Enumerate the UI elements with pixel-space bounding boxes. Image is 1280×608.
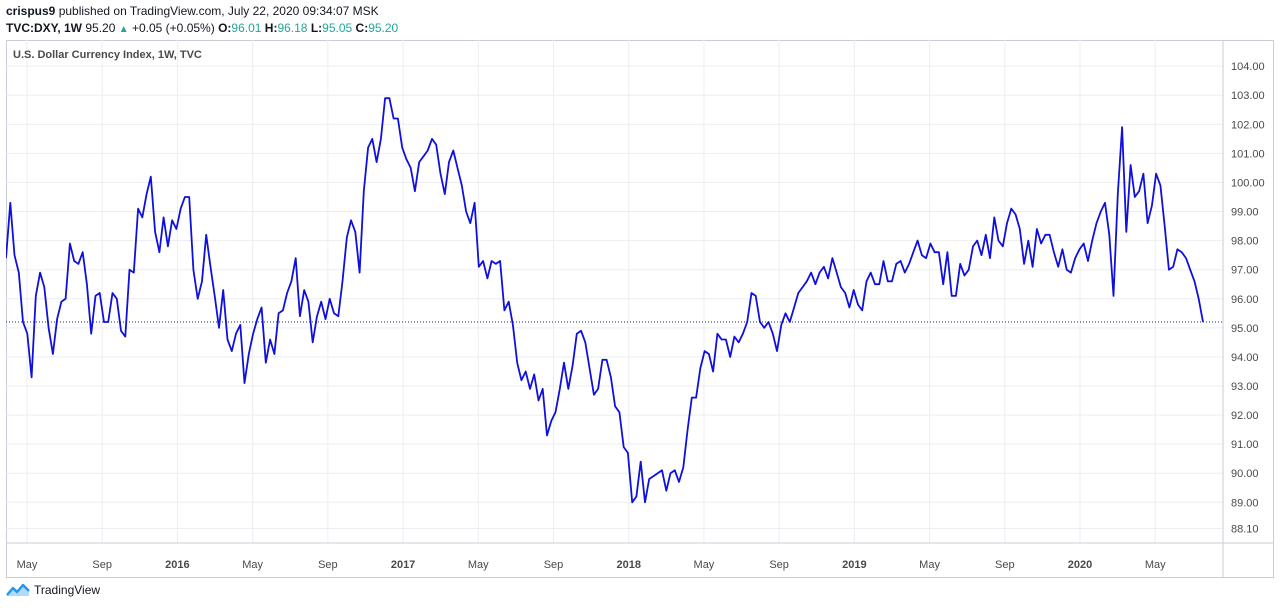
- x-tick-label: Sep: [92, 559, 112, 571]
- chart-title: U.S. Dollar Currency Index, 1W, TVC: [13, 49, 202, 61]
- publish-info: published on TradingView.com, July 22, 2…: [58, 4, 379, 18]
- y-tick-label: 96.00: [1231, 294, 1259, 306]
- x-tick-label: 2016: [165, 559, 189, 571]
- x-tick-label: Sep: [995, 559, 1015, 571]
- x-tick-label: May: [17, 559, 38, 571]
- symbol-label[interactable]: TVC:DXY, 1W: [6, 21, 83, 35]
- y-tick-label: 94.00: [1231, 352, 1259, 364]
- x-tick-label: 2019: [842, 559, 866, 571]
- up-arrow-icon: ▲: [118, 24, 129, 35]
- author-name[interactable]: crispus9: [6, 4, 56, 18]
- publish-line: crispus9 published on TradingView.com, J…: [6, 3, 398, 20]
- high-label: H:: [264, 21, 278, 35]
- tradingview-brand[interactable]: TradingView: [34, 583, 101, 597]
- y-tick-label: 102.00: [1231, 119, 1265, 131]
- quote-line: TVC:DXY, 1W 95.20 ▲ +0.05 (+0.05%) O:96.…: [6, 20, 398, 38]
- y-tick-label: 98.00: [1231, 236, 1259, 248]
- x-tick-label: May: [694, 559, 715, 571]
- y-tick-label: 95.00: [1231, 323, 1259, 335]
- close-value: 95.20: [368, 21, 399, 35]
- footer: TradingView: [6, 583, 100, 597]
- y-tick-label: 103.00: [1231, 90, 1265, 102]
- y-tick-label: 93.00: [1231, 381, 1259, 393]
- price-change: +0.05 (+0.05%): [131, 21, 215, 35]
- open-value: 96.01: [231, 21, 262, 35]
- low-label: L:: [310, 21, 323, 35]
- y-tick-label: 92.00: [1231, 410, 1259, 422]
- x-tick-label: Sep: [544, 559, 564, 571]
- x-tick-label: Sep: [769, 559, 789, 571]
- price-chart[interactable]: 88.10 89.00 90.00 91.00 92.00 93.00 94.00 95.00…: [6, 40, 1274, 578]
- x-tick-label: Sep: [318, 559, 338, 571]
- dxy-price-line: [6, 97, 1204, 504]
- x-tick-label: 2020: [1068, 559, 1092, 571]
- y-tick-label: 101.00: [1231, 148, 1265, 160]
- chart-header: crispus9 published on TradingView.com, J…: [6, 3, 398, 38]
- open-label: O:: [218, 21, 232, 35]
- y-tick-label: 91.00: [1231, 439, 1259, 451]
- y-tick-label: 97.00: [1231, 265, 1259, 277]
- last-price: 95.20: [85, 21, 116, 35]
- y-tick-label: 90.00: [1231, 468, 1259, 480]
- x-tick-label: May: [242, 559, 263, 571]
- x-tick-label: 2017: [391, 559, 415, 571]
- chart-frame[interactable]: 88.10 89.00 90.00 91.00 92.00 93.00 94.00 95.00…: [6, 40, 1274, 578]
- x-tick-label: May: [919, 559, 940, 571]
- x-tick-label: May: [1145, 559, 1166, 571]
- close-label: C:: [355, 21, 369, 35]
- y-tick-label: 100.00: [1231, 177, 1265, 189]
- low-value: 95.05: [322, 21, 353, 35]
- y-tick-label: 99.00: [1231, 207, 1259, 219]
- tradingview-logo-icon[interactable]: [6, 583, 30, 597]
- chart-border: [6, 40, 1274, 578]
- x-tick-label: 2018: [616, 559, 640, 571]
- y-tick-label: 104.00: [1231, 61, 1265, 73]
- high-value: 96.18: [277, 21, 308, 35]
- y-tick-label: 89.00: [1231, 497, 1259, 509]
- x-tick-label: May: [468, 559, 489, 571]
- y-tick-label: 88.10: [1231, 523, 1259, 535]
